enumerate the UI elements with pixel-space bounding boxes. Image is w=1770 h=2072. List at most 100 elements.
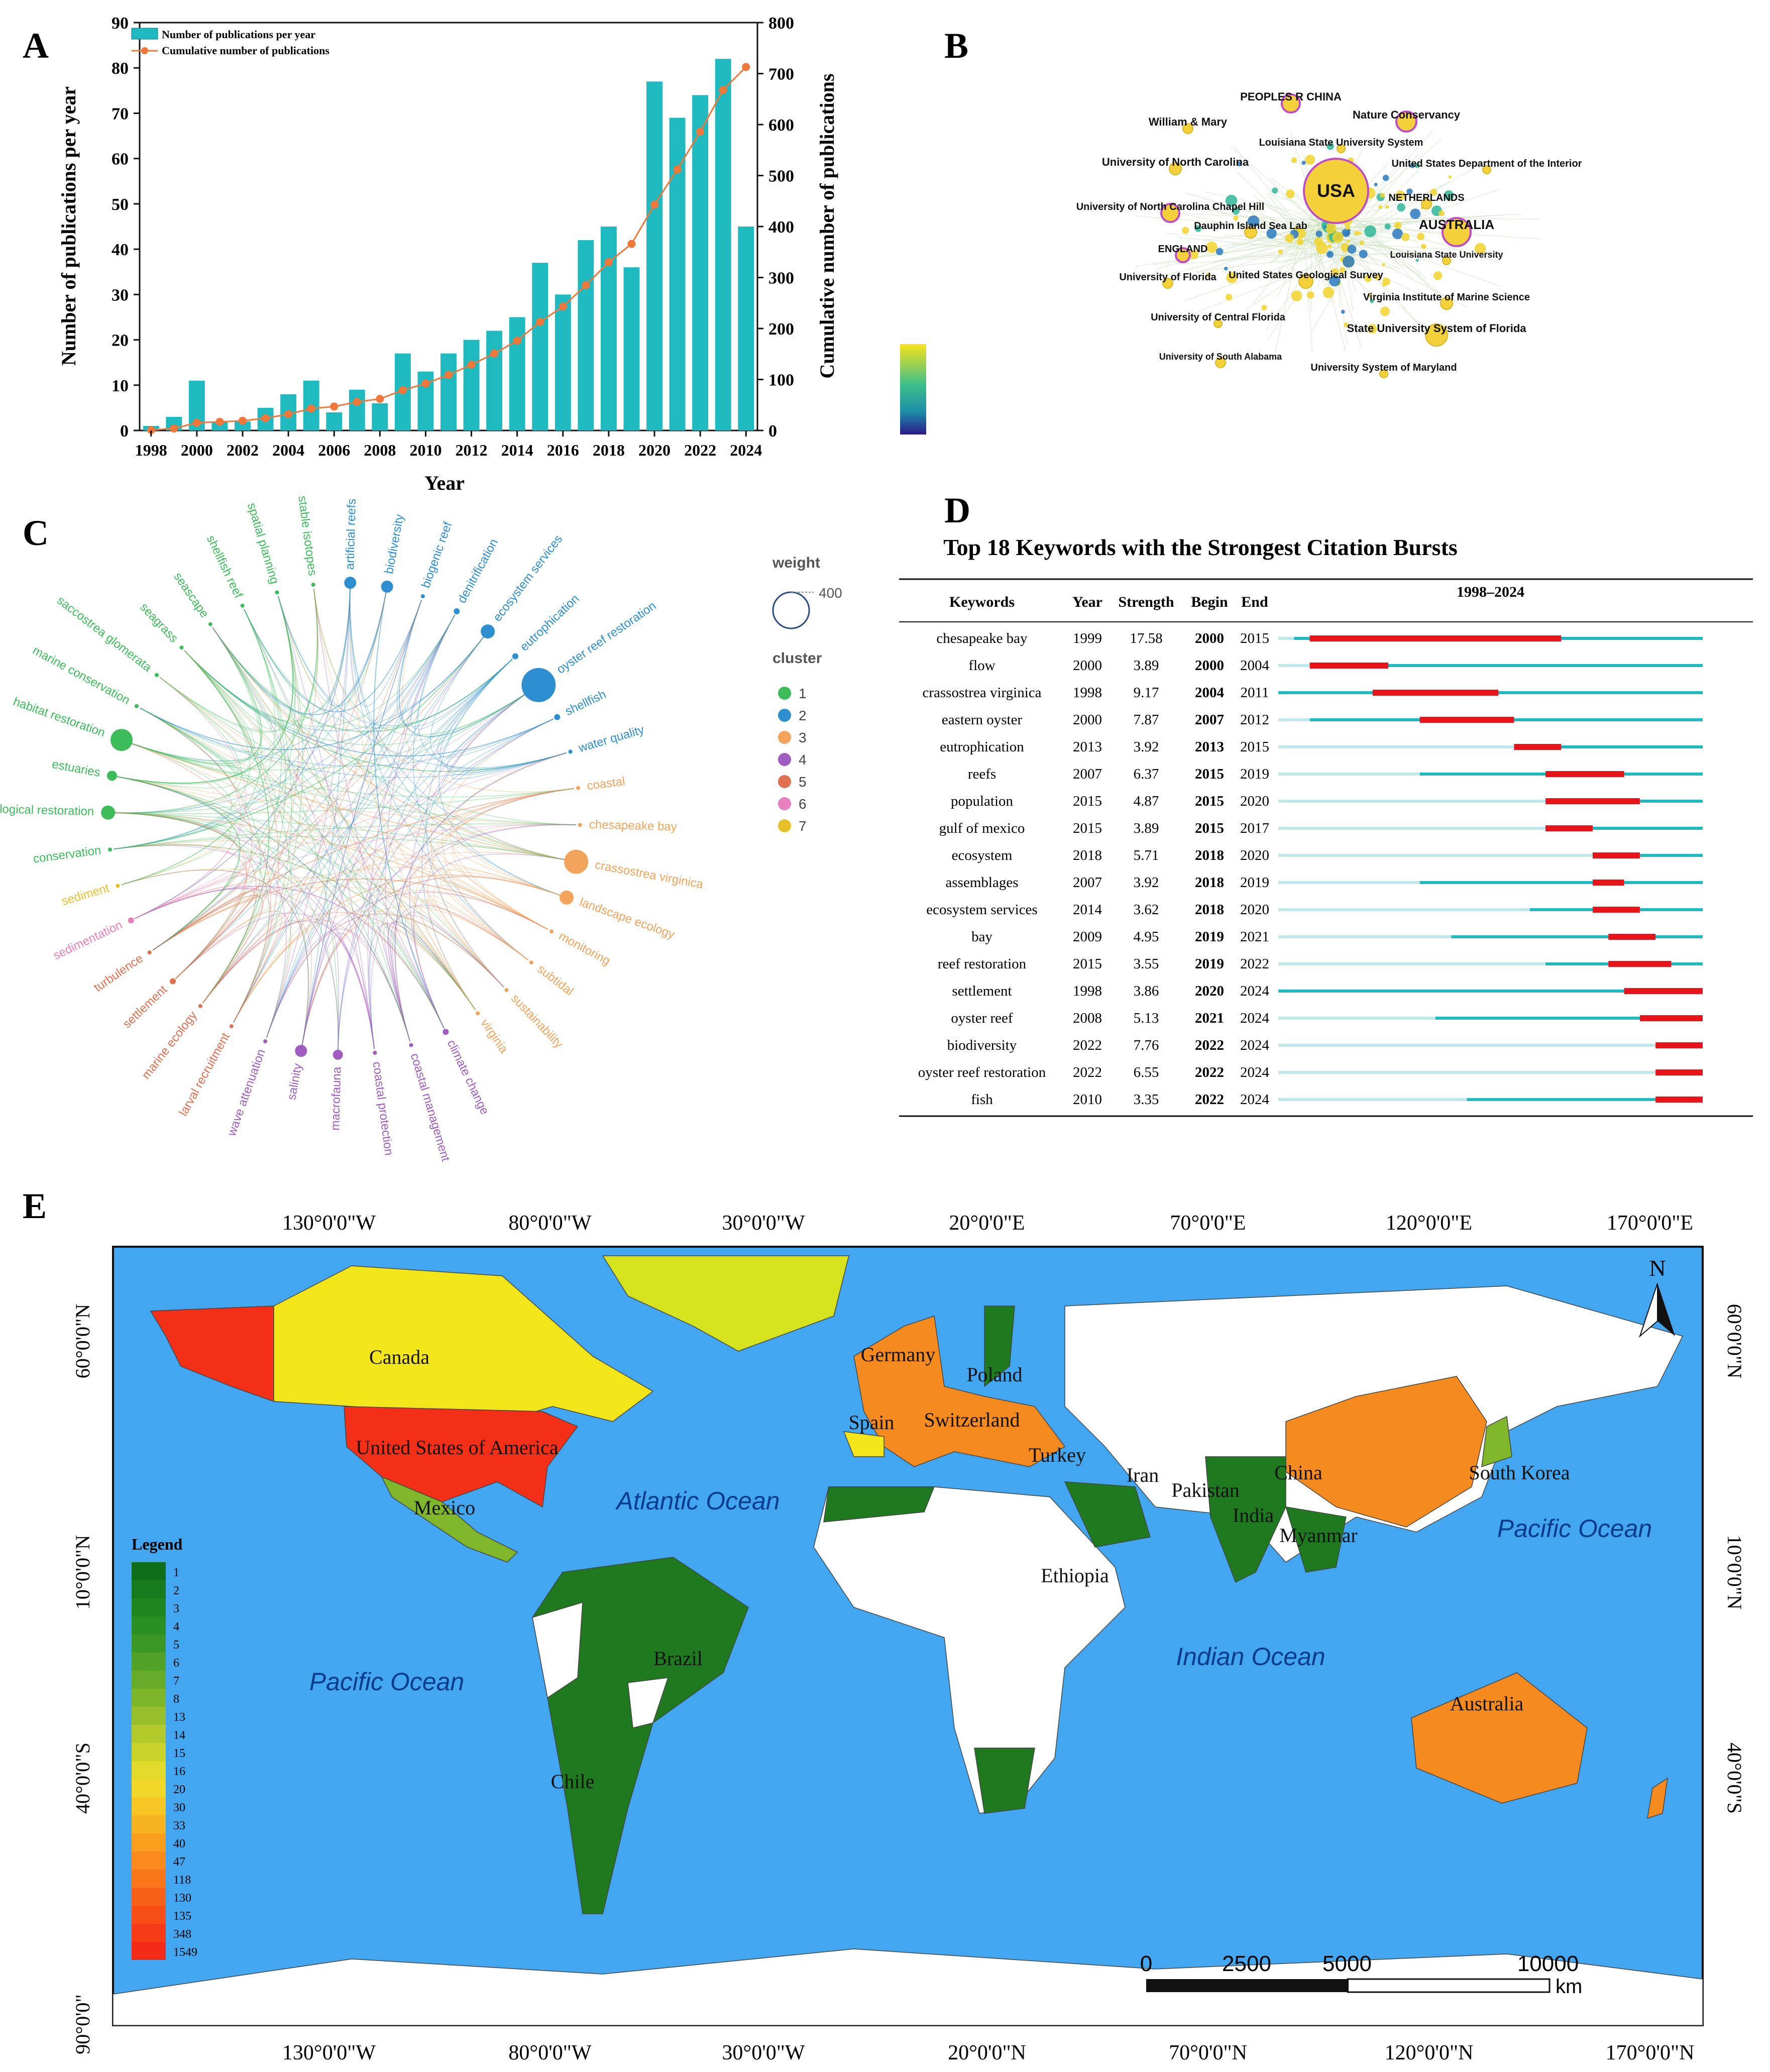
network-node-minor xyxy=(1216,248,1224,255)
begin-cell: 2015 xyxy=(1195,766,1224,782)
network-node-minor xyxy=(1341,310,1345,314)
north-letter: N xyxy=(1649,1255,1666,1281)
bar-2006 xyxy=(326,412,342,430)
year-cell: 2015 xyxy=(1073,820,1102,836)
network-label: State University System of Florida xyxy=(1347,322,1527,335)
network-node-minor xyxy=(1305,155,1315,165)
end-cell: 2024 xyxy=(1240,1092,1270,1108)
ocean-label: Atlantic Ocean xyxy=(615,1487,780,1515)
chord-node xyxy=(311,583,315,587)
network-node-minor xyxy=(1325,223,1337,234)
bar-2021 xyxy=(670,118,686,430)
cluster-label: 2 xyxy=(799,708,807,723)
cumulative-point-2018 xyxy=(605,258,613,266)
lon-label-top: 170°0'0"E xyxy=(1607,1212,1693,1235)
cumulative-point-2002 xyxy=(239,417,247,425)
end-cell: 2015 xyxy=(1240,739,1269,755)
country-label: Spain xyxy=(848,1411,894,1434)
chord-keyword-label: larval recruitment xyxy=(176,1031,233,1119)
network-node-minor xyxy=(1316,231,1322,237)
cluster-swatch xyxy=(778,753,791,766)
chord-node xyxy=(110,729,133,751)
chord-node xyxy=(409,1043,413,1047)
keyword-cell: reefs xyxy=(968,766,996,782)
strength-cell: 3.89 xyxy=(1134,658,1159,674)
chord-node xyxy=(295,1045,307,1057)
chord-keyword-label: salinity xyxy=(285,1062,305,1101)
lon-label-bottom: 120°0'0"N xyxy=(1385,2041,1474,2064)
keyword-cell: settlement xyxy=(952,983,1012,999)
network-node-minor xyxy=(1385,224,1391,230)
timeline-base xyxy=(1278,1044,1703,1047)
network-node-minor xyxy=(1285,234,1294,243)
country-label: Chile xyxy=(551,1770,595,1793)
map-legend-value: 3 xyxy=(173,1602,179,1615)
table-range-header: 1998–2024 xyxy=(1457,584,1524,600)
lat-label-right: 60°0'0"N xyxy=(1723,1304,1746,1378)
end-cell: 2021 xyxy=(1240,929,1269,945)
strength-cell: 7.76 xyxy=(1134,1037,1159,1053)
lon-label-top: 70°0'0"E xyxy=(1170,1212,1246,1235)
cumulative-point-2009 xyxy=(399,386,407,394)
chord-node xyxy=(373,1051,377,1055)
chord-keyword-label: subtidal xyxy=(535,962,576,998)
x-tick-label: 2016 xyxy=(547,441,579,459)
network-node-minor xyxy=(1343,256,1355,268)
begin-cell: 2007 xyxy=(1195,712,1224,728)
legend-bar-label: Number of publications per year xyxy=(162,28,315,41)
chord-keyword-label: climate change xyxy=(445,1038,492,1117)
year-cell: 2022 xyxy=(1073,1037,1102,1053)
network-node-minor xyxy=(1347,239,1350,243)
country-label: Ethiopia xyxy=(1041,1564,1109,1587)
cumulative-point-2024 xyxy=(742,63,750,71)
chord-node xyxy=(476,1011,480,1015)
network-label: Louisiana State University System xyxy=(1259,137,1423,148)
bar-2020 xyxy=(646,81,662,430)
burst-bar xyxy=(1310,663,1388,669)
end-cell: 2012 xyxy=(1240,712,1269,728)
chord-link xyxy=(456,789,574,897)
network-node-minor xyxy=(1224,267,1228,271)
cluster-swatch xyxy=(778,819,791,832)
map-legend-value: 135 xyxy=(173,1910,191,1923)
chord-link xyxy=(184,634,485,730)
lon-label-top: 20°0'0"E xyxy=(949,1212,1025,1235)
network-node-minor xyxy=(1382,283,1386,286)
begin-cell: 2018 xyxy=(1195,902,1224,918)
burst-bar xyxy=(1655,1069,1703,1075)
cumulative-point-2011 xyxy=(445,371,453,379)
map-legend-value: 14 xyxy=(173,1729,185,1742)
network-node-minor xyxy=(1316,242,1328,254)
cumulative-point-2003 xyxy=(262,414,270,422)
network-node-minor xyxy=(1301,161,1305,165)
chord-link xyxy=(114,587,350,849)
burst-bar xyxy=(1593,880,1624,886)
panel-label-c: C xyxy=(23,513,49,553)
cumulative-point-2023 xyxy=(719,86,727,94)
map-legend-value: 16 xyxy=(173,1765,185,1778)
chord-keyword-label: denitrification xyxy=(455,536,501,605)
network-node-minor xyxy=(1328,244,1332,248)
network-label: United States Department of the Interior xyxy=(1392,158,1582,169)
chord-keyword-label: seascape xyxy=(171,570,211,620)
y-tick-label: 80 xyxy=(112,59,129,78)
cumulative-point-2016 xyxy=(559,302,567,310)
strength-cell: 3.89 xyxy=(1134,820,1159,836)
lon-label-bottom: 20°0'0"N xyxy=(948,2041,1026,2064)
chord-node xyxy=(107,771,117,781)
cumulative-point-2007 xyxy=(353,398,361,406)
chord-keyword-label: sedimentation xyxy=(51,918,125,963)
chord-keyword-label: monitoring xyxy=(557,929,612,968)
network-label: University System of Maryland xyxy=(1310,362,1457,373)
country-label: Germany xyxy=(861,1343,936,1366)
y2-tick-label: 100 xyxy=(768,371,794,390)
cluster-swatch xyxy=(778,731,791,744)
y-tick-label: 40 xyxy=(112,241,129,259)
strength-cell: 3.92 xyxy=(1134,875,1159,891)
chord-node xyxy=(578,823,582,827)
timeline-active xyxy=(1451,935,1703,938)
y2-tick-label: 700 xyxy=(768,65,794,84)
cumulative-point-2006 xyxy=(330,402,338,410)
y-tick-label: 0 xyxy=(120,422,129,441)
